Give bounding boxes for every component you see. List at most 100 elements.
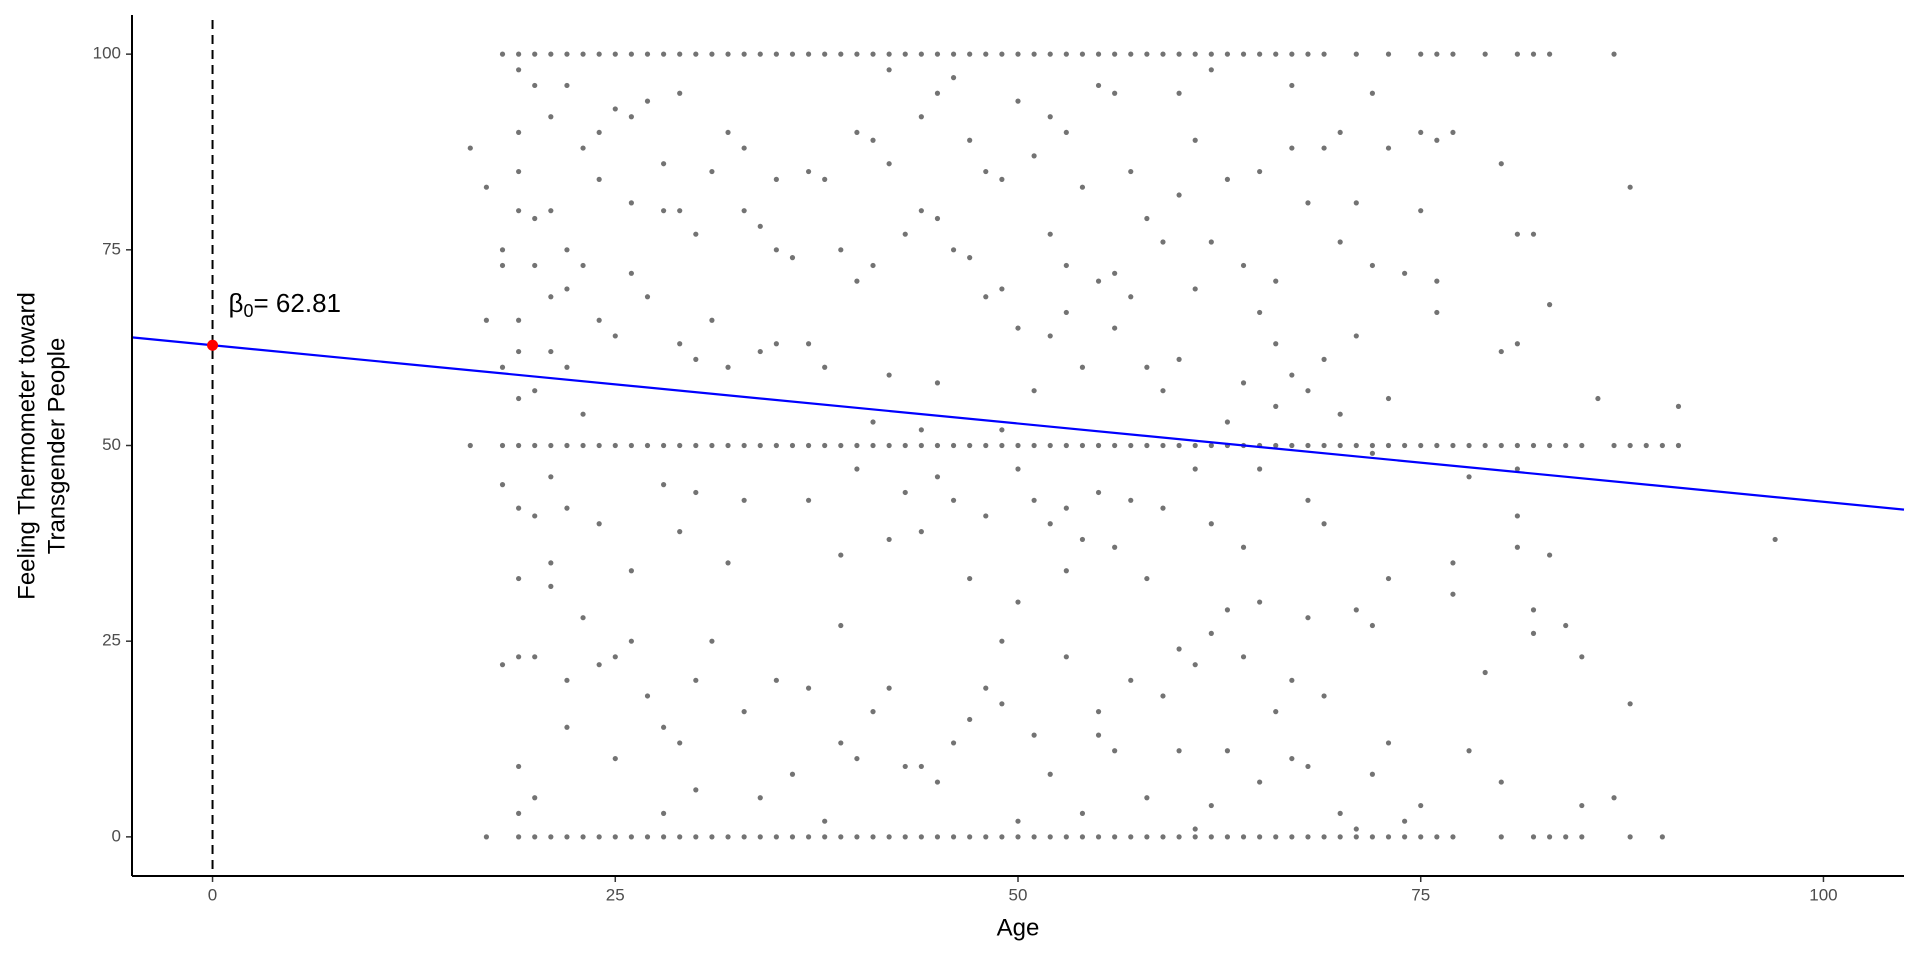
data-point bbox=[918, 529, 924, 535]
data-point bbox=[532, 262, 538, 269]
data-point bbox=[1063, 568, 1069, 574]
data-point bbox=[1240, 834, 1247, 840]
data-point bbox=[628, 834, 634, 840]
data-point bbox=[1595, 395, 1601, 402]
data-point bbox=[1031, 51, 1037, 57]
data-point bbox=[677, 834, 683, 840]
data-point bbox=[1675, 403, 1682, 409]
data-point bbox=[967, 137, 973, 143]
data-point bbox=[1224, 748, 1231, 754]
data-point bbox=[1450, 442, 1456, 449]
data-point bbox=[1337, 129, 1343, 136]
data-point bbox=[1321, 521, 1327, 527]
data-point bbox=[757, 795, 763, 801]
data-point bbox=[564, 677, 570, 683]
data-point bbox=[1160, 442, 1166, 449]
data-point bbox=[789, 442, 796, 449]
data-point bbox=[999, 834, 1005, 840]
data-point bbox=[1192, 442, 1198, 449]
data-point bbox=[1659, 834, 1665, 840]
data-point bbox=[1450, 591, 1456, 597]
data-point bbox=[934, 474, 941, 480]
data-point bbox=[1176, 748, 1182, 754]
data-point bbox=[661, 442, 667, 449]
data-point bbox=[918, 51, 924, 57]
data-point bbox=[854, 466, 860, 472]
data-point bbox=[564, 834, 570, 840]
data-point bbox=[1257, 51, 1263, 57]
data-point bbox=[516, 810, 522, 816]
data-point bbox=[1321, 834, 1327, 840]
data-point bbox=[596, 176, 602, 182]
data-point bbox=[644, 442, 651, 449]
data-point bbox=[1015, 818, 1021, 824]
data-point bbox=[1305, 763, 1311, 770]
data-point bbox=[628, 442, 634, 449]
data-point bbox=[548, 294, 554, 300]
data-point bbox=[1031, 388, 1037, 394]
data-point bbox=[1385, 395, 1392, 402]
data-point bbox=[822, 176, 828, 182]
data-point bbox=[644, 51, 651, 57]
data-point bbox=[1208, 834, 1214, 840]
data-point bbox=[757, 223, 763, 229]
data-point bbox=[1418, 442, 1424, 449]
data-point bbox=[1047, 521, 1053, 527]
data-point bbox=[661, 834, 667, 840]
data-point bbox=[596, 521, 602, 527]
data-point bbox=[1047, 231, 1053, 237]
data-point bbox=[1514, 51, 1520, 57]
data-point bbox=[1353, 826, 1359, 832]
data-point bbox=[805, 168, 812, 175]
data-point bbox=[1402, 834, 1408, 840]
data-point bbox=[693, 356, 699, 362]
data-point bbox=[1208, 521, 1214, 527]
data-point bbox=[983, 294, 989, 300]
data-point bbox=[1160, 51, 1166, 57]
data-point bbox=[1579, 442, 1585, 449]
data-point bbox=[516, 129, 522, 136]
data-point bbox=[1031, 153, 1037, 159]
data-point bbox=[564, 505, 570, 511]
data-point bbox=[1257, 599, 1263, 605]
data-point bbox=[1015, 325, 1021, 331]
data-point bbox=[1176, 646, 1182, 652]
data-point bbox=[741, 709, 747, 715]
data-point bbox=[644, 693, 651, 699]
data-point bbox=[516, 575, 522, 582]
data-point bbox=[741, 497, 747, 503]
annotation-symbol: β bbox=[229, 288, 244, 318]
data-point bbox=[532, 51, 538, 57]
data-point bbox=[1498, 834, 1504, 840]
data-point bbox=[773, 442, 779, 449]
data-point bbox=[999, 51, 1005, 57]
data-point bbox=[467, 442, 473, 449]
data-point bbox=[1772, 536, 1778, 543]
data-point bbox=[741, 145, 747, 151]
data-point bbox=[532, 82, 538, 89]
data-point bbox=[1321, 442, 1327, 449]
data-point bbox=[1160, 505, 1166, 511]
data-point bbox=[1385, 575, 1392, 582]
data-point bbox=[1257, 466, 1263, 472]
y-axis-title: Feeling Thermometer toward bbox=[13, 292, 40, 600]
data-point bbox=[661, 161, 667, 167]
data-point bbox=[967, 51, 973, 57]
data-point bbox=[805, 442, 812, 449]
data-point bbox=[1289, 145, 1295, 151]
data-point bbox=[886, 372, 892, 378]
data-point bbox=[741, 51, 747, 57]
data-point bbox=[1047, 834, 1053, 840]
data-point bbox=[1063, 51, 1069, 57]
data-point bbox=[677, 208, 683, 214]
data-point bbox=[1563, 834, 1569, 840]
data-point bbox=[870, 442, 876, 449]
data-point bbox=[967, 442, 973, 449]
data-point bbox=[725, 560, 731, 566]
data-point bbox=[1579, 834, 1585, 840]
data-point bbox=[822, 364, 828, 370]
data-point bbox=[693, 51, 699, 57]
data-point bbox=[1176, 51, 1182, 57]
data-point bbox=[838, 442, 844, 449]
data-point bbox=[1514, 341, 1520, 347]
